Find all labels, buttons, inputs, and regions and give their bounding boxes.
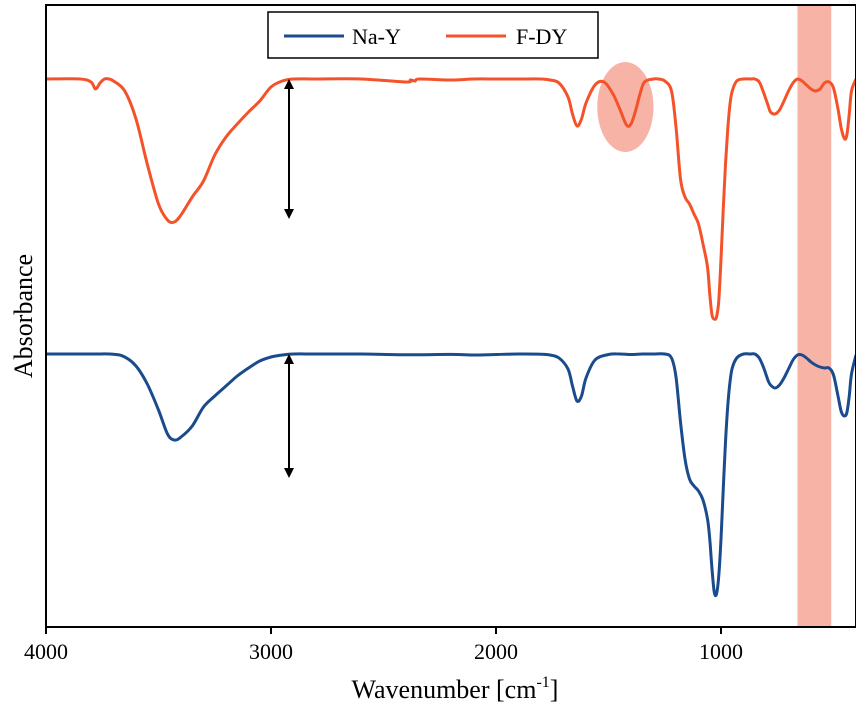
highlight-band	[797, 5, 832, 627]
highlight-ellipse	[597, 62, 654, 152]
plot-frame	[45, 4, 856, 628]
legend-label-f-dy: F-DY	[516, 24, 567, 49]
series-line-f-dy	[45, 77, 856, 321]
x-tick-label: 1000	[699, 639, 743, 664]
x-axis-title-superscript: -1	[536, 674, 549, 691]
x-tick-label: 3000	[249, 639, 293, 664]
legend-label-na-y: Na-Y	[352, 24, 401, 49]
x-tick-label: 4000	[24, 639, 68, 664]
x-tick-label: 2000	[474, 639, 518, 664]
y-axis-title: Absorbance	[9, 254, 38, 378]
legend: Na-Y F-DY	[267, 11, 599, 59]
x-axis-title: Wavenumber [cm-1]	[352, 674, 559, 704]
series-line-na-y	[45, 352, 856, 598]
x-axis-title-main: Wavenumber [cm	[352, 675, 537, 704]
plot-background	[597, 5, 832, 627]
x-axis-ticks: 4000 3000 2000 1000	[24, 627, 743, 664]
series-lines	[45, 77, 856, 598]
x-axis-title-end: ]	[550, 675, 559, 704]
